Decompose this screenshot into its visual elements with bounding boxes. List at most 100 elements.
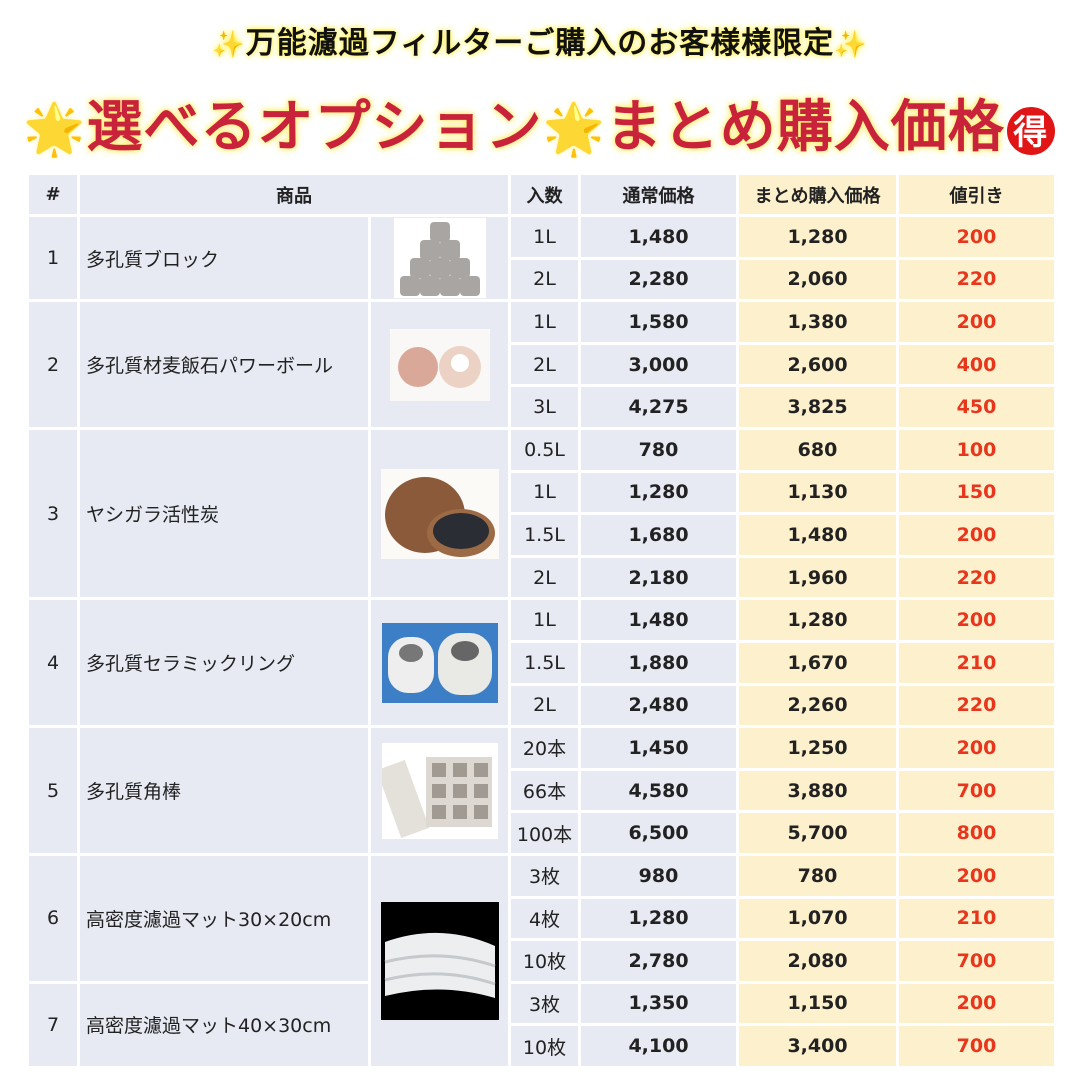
table-row: 2 多孔質材麦飯石パワーボール 1L 1,580 1,380 200 [26, 299, 1057, 430]
table-row: 2L 2,280 2,060 220 [28, 256, 1057, 303]
table-row: 1.5L 1,880 1,670 210 [28, 639, 1057, 686]
regular-price: 1,350 [578, 980, 739, 1027]
product-name: 高密度濾過マット30×20cm [77, 852, 371, 984]
quantity: 10枚 [508, 938, 581, 984]
table-row: 3L 4,275 3,825 450 [28, 384, 1057, 430]
discount: 210 [896, 895, 1057, 942]
regular-price: 780 [578, 426, 739, 473]
quantity: 2L [508, 341, 581, 388]
regular-price: 2,180 [578, 554, 739, 601]
sparkle-icon: ✨ [212, 30, 246, 60]
product-number: 7 [26, 980, 80, 1069]
ceramic-ring-photo [368, 597, 511, 729]
discount: 200 [896, 299, 1057, 345]
quantity: 1L [508, 214, 581, 260]
product-number: 5 [26, 725, 80, 856]
table-row: 7 高密度濾過マット40×30cm 3枚 1,350 1,150 200 [26, 980, 1057, 1069]
bulk-price: 1,250 [736, 725, 899, 771]
regular-price: 4,100 [578, 1023, 739, 1069]
table-row: 2L 2,180 1,960 220 [28, 554, 1057, 601]
toku-badge-icon: 得 [1004, 104, 1057, 157]
quantity: 4枚 [508, 895, 581, 942]
table-row: 10枚 2,780 2,080 700 [28, 938, 1057, 984]
quantity: 1L [508, 597, 581, 643]
bulk-price: 1,380 [736, 299, 899, 345]
product-number: 2 [26, 299, 80, 430]
bulk-price: 1,150 [736, 980, 899, 1027]
product-name: 高密度濾過マット40×30cm [77, 980, 371, 1069]
discount: 200 [896, 214, 1057, 260]
subtitle-text: 万能濾過フィルターご購入のお客様様限定 [245, 26, 835, 61]
price-table: # 商品 入数 通常価格 まとめ購入価格 値引き 1 多孔質ブロック 1L 1,480… [26, 172, 1057, 1069]
product-number: 3 [26, 426, 80, 601]
bulk-price: 680 [736, 426, 899, 473]
quantity: 20本 [508, 725, 581, 771]
regular-price: 4,275 [578, 384, 739, 430]
star-icon: 🌟 [542, 100, 606, 158]
product-name: 多孔質角棒 [77, 725, 371, 856]
table-row: 2L 3,000 2,600 400 [28, 341, 1057, 388]
regular-price: 1,480 [578, 597, 739, 643]
regular-price: 1,280 [578, 469, 739, 516]
discount: 200 [896, 725, 1057, 771]
quantity: 0.5L [508, 426, 581, 473]
discount: 700 [896, 767, 1057, 814]
regular-price: 1,280 [578, 895, 739, 942]
table-row: 6 高密度濾過マット30×20cm 3枚 980 780 200 [26, 852, 1057, 1069]
regular-price: 1,450 [578, 725, 739, 771]
title-options: 選べるオプション [86, 95, 543, 160]
quantity: 66本 [508, 767, 581, 814]
regular-price: 2,280 [578, 256, 739, 303]
porous-block-photo [368, 213, 511, 303]
regular-price: 2,480 [578, 682, 739, 729]
bulk-price: 1,070 [736, 895, 899, 942]
bulk-price: 3,825 [736, 384, 899, 430]
product-name: 多孔質セラミックリング [77, 597, 371, 729]
product-name: 多孔質ブロック [77, 213, 371, 303]
quantity: 1.5L [508, 512, 581, 558]
regular-price: 980 [578, 852, 739, 899]
discount: 150 [896, 469, 1057, 516]
quantity: 2L [508, 682, 581, 729]
table-row: 100本 6,500 5,700 800 [28, 810, 1057, 856]
regular-price: 2,780 [578, 938, 739, 984]
quantity: 3L [508, 384, 581, 430]
coconut-charcoal-photo [368, 426, 511, 601]
regular-price: 1,680 [578, 512, 739, 558]
quantity: 3枚 [508, 980, 581, 1027]
quantity: 1L [508, 299, 581, 345]
discount: 220 [896, 256, 1057, 303]
page-title: 🌟選べるオプション🌟まとめ購入価格得 [0, 82, 1080, 163]
discount: 200 [896, 597, 1057, 643]
bulk-price: 2,060 [736, 256, 899, 303]
quantity: 10枚 [508, 1023, 581, 1069]
table-row: 4枚 1,280 1,070 210 [28, 895, 1057, 942]
table-header-row: # 商品 入数 通常価格 まとめ購入価格 値引き [26, 172, 1057, 217]
col-header-discount: 値引き [896, 172, 1057, 217]
bulk-price: 1,670 [736, 639, 899, 686]
table-row: 1L 1,280 1,130 150 [28, 469, 1057, 516]
table-row: 1.5L 1,680 1,480 200 [28, 512, 1057, 558]
table-row: 3 ヤシガラ活性炭 0.5L 780 680 100 [26, 426, 1057, 601]
quantity: 1L [508, 469, 581, 516]
regular-price: 6,500 [578, 810, 739, 856]
col-header-regular-price: 通常価格 [578, 172, 739, 217]
bulk-price: 3,400 [736, 1023, 899, 1069]
quantity: 100本 [508, 810, 581, 856]
product-name: ヤシガラ活性炭 [77, 426, 371, 601]
col-header-product: 商品 [77, 172, 511, 217]
quantity: 2L [508, 256, 581, 303]
discount: 200 [896, 512, 1057, 558]
table-row: 66本 4,580 3,880 700 [28, 767, 1057, 814]
product-number: 6 [26, 852, 80, 984]
col-header-bulk-price: まとめ購入価格 [736, 172, 899, 217]
table-row: 2L 2,480 2,260 220 [28, 682, 1057, 729]
quantity: 3枚 [508, 852, 581, 899]
power-ball-photo [368, 299, 511, 430]
discount: 200 [896, 852, 1057, 899]
discount: 400 [896, 341, 1057, 388]
discount: 220 [896, 554, 1057, 601]
regular-price: 1,480 [578, 214, 739, 260]
product-number: 4 [26, 597, 80, 729]
star-icon: 🌟 [23, 100, 87, 158]
